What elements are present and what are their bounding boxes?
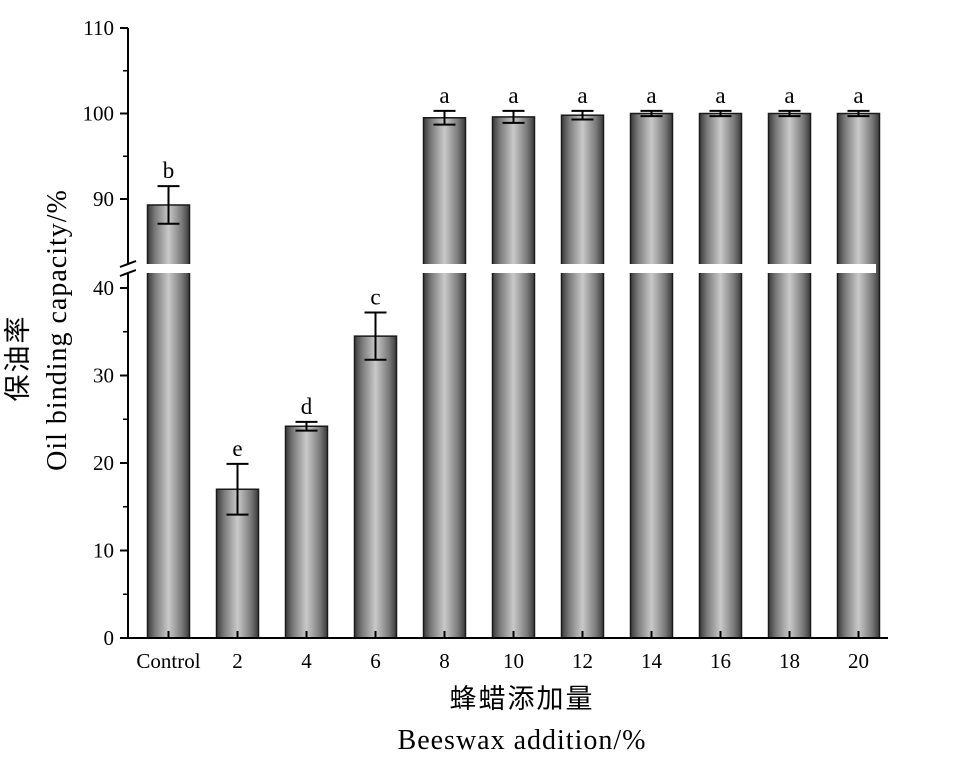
axis-break-gap (136, 264, 876, 273)
y-tick-label-30: 30 (93, 364, 114, 388)
y-tick-label-40: 40 (93, 276, 114, 300)
significance-label-8: a (439, 83, 449, 108)
y-tick-label-90: 90 (93, 187, 114, 211)
bar-8 (422, 117, 467, 639)
y-tick-label-110: 110 (83, 16, 114, 40)
y-tick-label-100: 100 (83, 102, 115, 126)
bars-layer (146, 112, 881, 639)
bar-20 (836, 112, 881, 639)
bar-16 (698, 112, 743, 639)
x-ticks: Control 2 4 6 8 10 12 14 16 18 20 (136, 631, 869, 673)
x-tick-label-14: 14 (641, 649, 663, 673)
axis-break-mark-upper (119, 260, 137, 268)
bar-6 (353, 335, 398, 639)
axis-break-mark-lower (119, 269, 137, 277)
y-tick-label-20: 20 (93, 451, 114, 475)
y-axis-title: Oil binding capacity/% (42, 189, 73, 471)
x-tick-label-control: Control (136, 649, 200, 673)
bar-4 (284, 425, 329, 639)
significance-label-20: a (853, 83, 863, 108)
x-axis-title-zh: 蜂蜡添加量 (450, 684, 595, 715)
x-tick-label-20: 20 (848, 649, 869, 673)
bar-12 (560, 114, 605, 639)
x-tick-label-8: 8 (439, 649, 450, 673)
y-ticks: 0 10 20 30 40 90 100 110 (83, 16, 128, 650)
y-tick-label-10: 10 (93, 539, 114, 563)
significance-label-14: a (646, 83, 656, 108)
x-tick-label-2: 2 (232, 649, 243, 673)
x-tick-label-4: 4 (301, 649, 312, 673)
x-tick-label-12: 12 (572, 649, 593, 673)
significance-label-12: a (577, 83, 587, 108)
significance-label-control: b (163, 158, 175, 183)
significance-label-18: a (784, 83, 794, 108)
x-tick-label-10: 10 (503, 649, 524, 673)
axes (119, 28, 888, 639)
significance-label-16: a (715, 83, 725, 108)
x-tick-label-6: 6 (370, 649, 381, 673)
significance-label-10: a (508, 83, 518, 108)
bar-10 (491, 116, 536, 639)
significance-label-6: c (370, 285, 380, 310)
y-axis-title-zh: 保油率 (3, 315, 34, 402)
x-tick-label-16: 16 (710, 649, 731, 673)
significance-label-2: e (232, 436, 242, 461)
significance-label-4: d (301, 394, 313, 419)
x-tick-label-18: 18 (779, 649, 800, 673)
bar-control (146, 204, 191, 639)
error-bars-layer (157, 109, 870, 516)
bar-18 (767, 112, 812, 639)
significance-labels: b e d c a a a a a a a (163, 83, 864, 461)
y-tick-label-0: 0 (104, 626, 115, 650)
bar-14 (629, 112, 674, 639)
x-axis-title: Beeswax addition/% (398, 725, 647, 756)
